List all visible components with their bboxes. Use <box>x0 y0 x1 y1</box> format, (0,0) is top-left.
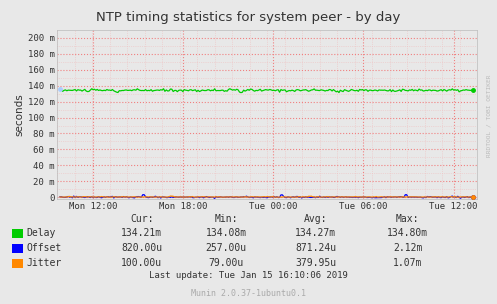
Text: Cur:: Cur: <box>130 214 154 224</box>
Text: 871.24u: 871.24u <box>295 243 336 253</box>
Text: 134.27m: 134.27m <box>295 228 336 237</box>
Text: Delay: Delay <box>26 228 56 237</box>
Text: Last update: Tue Jan 15 16:10:06 2019: Last update: Tue Jan 15 16:10:06 2019 <box>149 271 348 280</box>
Text: Jitter: Jitter <box>26 258 62 268</box>
Text: 257.00u: 257.00u <box>206 243 247 253</box>
Text: 379.95u: 379.95u <box>295 258 336 268</box>
Text: Avg:: Avg: <box>304 214 328 224</box>
Text: Max:: Max: <box>396 214 419 224</box>
Text: NTP timing statistics for system peer - by day: NTP timing statistics for system peer - … <box>96 11 401 24</box>
Text: 134.21m: 134.21m <box>121 228 162 237</box>
Text: 2.12m: 2.12m <box>393 243 422 253</box>
Text: 1.07m: 1.07m <box>393 258 422 268</box>
Text: 820.00u: 820.00u <box>121 243 162 253</box>
Text: 79.00u: 79.00u <box>209 258 244 268</box>
Text: Munin 2.0.37-1ubuntu0.1: Munin 2.0.37-1ubuntu0.1 <box>191 289 306 299</box>
Text: 134.08m: 134.08m <box>206 228 247 237</box>
Y-axis label: seconds: seconds <box>15 93 25 136</box>
Text: RRDTOOL / TOBI OETIKER: RRDTOOL / TOBI OETIKER <box>486 74 491 157</box>
Text: 100.00u: 100.00u <box>121 258 162 268</box>
Text: Min:: Min: <box>214 214 238 224</box>
Text: 134.80m: 134.80m <box>387 228 428 237</box>
Text: Offset: Offset <box>26 243 62 253</box>
